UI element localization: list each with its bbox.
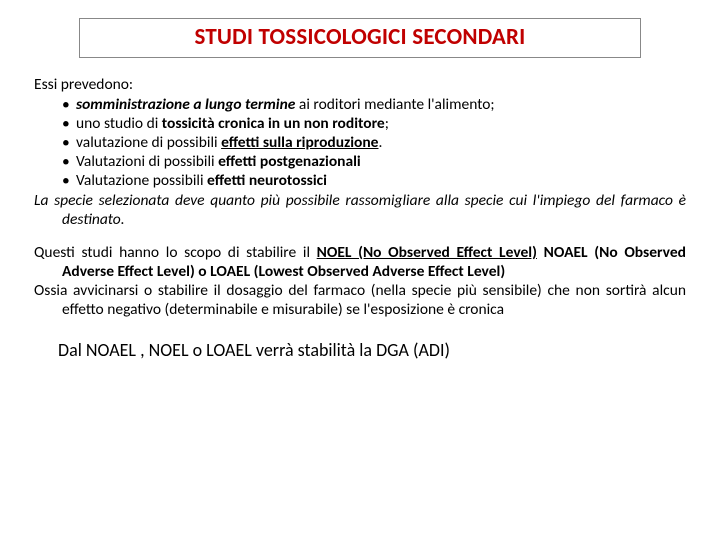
emph: NOEL (No Observed Effect Level) — [317, 243, 537, 262]
text: Valutazioni di possibili — [76, 152, 218, 171]
list-item: somministrazione a lungo termine ai rodi… — [62, 96, 686, 115]
slide: STUDI TOSSICOLOGICI SECONDARI Essi preve… — [0, 0, 720, 540]
list-item: uno studio di tossicità cronica in un no… — [62, 115, 686, 134]
text: Questi studi hanno lo scopo di stabilire… — [34, 243, 317, 262]
bullet-list: somministrazione a lungo termine ai rodi… — [34, 96, 686, 191]
text: Valutazione possibili — [76, 171, 207, 190]
species-line: La specie selezionata deve quanto più po… — [34, 192, 686, 230]
title-box: STUDI TOSSICOLOGICI SECONDARI — [79, 18, 641, 58]
text: uno studio di — [76, 114, 162, 133]
emph: tossicità cronica in un non roditore — [162, 114, 385, 133]
lead-line: Essi prevedono: — [34, 76, 686, 95]
text: . — [379, 133, 383, 152]
text: valutazione di possibili — [76, 133, 221, 152]
emph: effetti sulla riproduzione — [221, 133, 378, 152]
emph: somministrazione a lungo termine — [76, 95, 295, 114]
body-text: Essi prevedono: somministrazione a lungo… — [34, 76, 686, 362]
emph: effetti neurotossici — [207, 171, 327, 190]
list-item: Valutazioni di possibili effetti postgen… — [62, 153, 686, 172]
final-line: Dal NOAEL , NOEL o LOAEL verrà stabilità… — [34, 340, 686, 362]
slide-title: STUDI TOSSICOLOGICI SECONDARI — [194, 23, 525, 51]
text: ai roditori mediante l'alimento; — [295, 95, 494, 114]
list-item: valutazione di possibili effetti sulla r… — [62, 134, 686, 153]
dosage-paragraph: Ossia avvicinarsi o stabilire il dosaggi… — [34, 282, 686, 320]
noel-paragraph: Questi studi hanno lo scopo di stabilire… — [34, 244, 686, 282]
text: ; — [385, 114, 389, 133]
list-item: Valutazione possibili effetti neurotossi… — [62, 172, 686, 191]
emph: effetti postgenazionali — [218, 152, 361, 171]
